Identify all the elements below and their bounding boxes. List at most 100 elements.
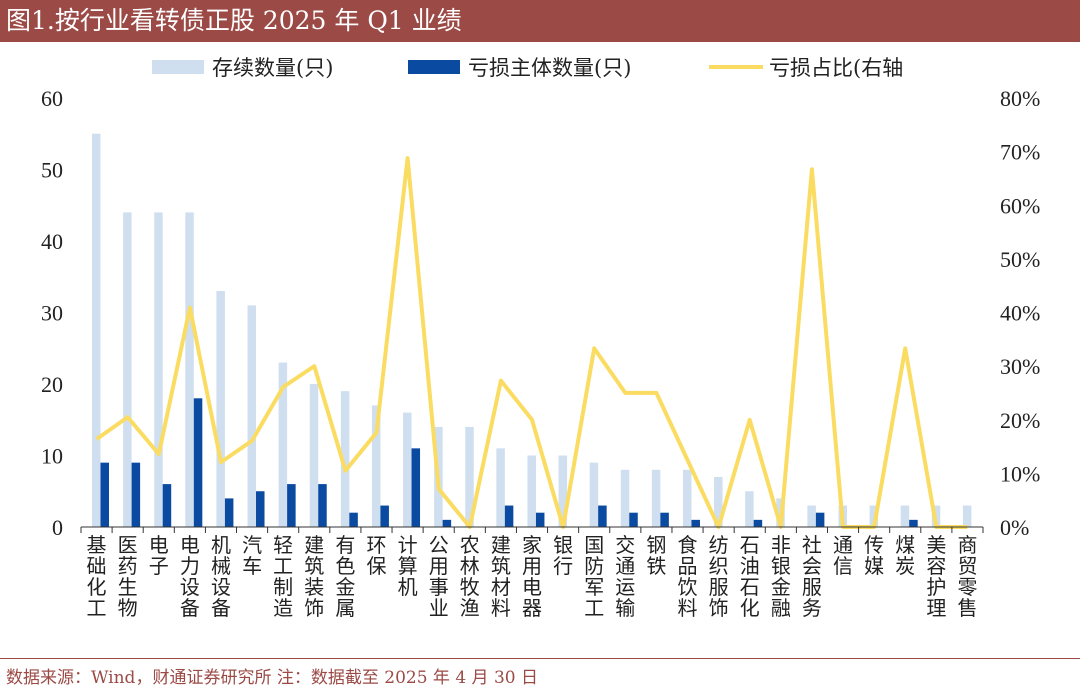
y-right-tick-label: 30% <box>1000 354 1040 379</box>
category-label: 通信 <box>833 533 853 578</box>
bar-loss <box>753 519 763 527</box>
category-label: 石油石化 <box>740 533 760 620</box>
category-label: 商贸零售 <box>957 533 977 620</box>
chart-area: 存续数量(只) 亏损主体数量(只) 亏损占比(右轴 0 10 20 30 40 50 60 0% 10… <box>41 56 1040 620</box>
chart-title: 图1.按行业看转债正股 2025 年 Q1 业绩 <box>6 6 462 35</box>
bar-loss <box>349 512 358 527</box>
footer-divider <box>0 658 1080 659</box>
bar-loss <box>535 512 545 527</box>
category-label: 公用事业 <box>429 533 449 620</box>
bar-total <box>371 405 381 527</box>
bar-loss <box>442 519 452 527</box>
bar-total <box>869 505 879 527</box>
line-loss-ratio <box>95 156 968 529</box>
legend-swatch-1 <box>152 60 204 74</box>
y-left-tick-label: 20 <box>41 372 63 397</box>
bar-loss <box>411 448 421 527</box>
bar-loss <box>318 484 327 527</box>
bar-loss <box>380 505 389 527</box>
bar-loss <box>660 512 669 527</box>
bar-total <box>92 133 101 527</box>
bar-total <box>340 391 350 527</box>
y-right-tick-label: 10% <box>1000 461 1040 486</box>
y-left-tick-label: 40 <box>41 229 63 254</box>
category-label: 非银金融 <box>771 533 791 620</box>
category-label: 社会服务 <box>802 533 822 620</box>
bar-total <box>403 412 412 527</box>
y-right-tick-label: 50% <box>1000 247 1040 272</box>
y-left-tick-label: 60 <box>41 86 63 111</box>
bar-total <box>278 362 288 527</box>
category-label: 医药生物 <box>118 533 138 620</box>
bar-total <box>309 384 319 527</box>
bar-total <box>962 505 972 527</box>
bar-total <box>465 426 474 527</box>
bar-loss <box>162 484 172 527</box>
bar-loss <box>598 505 607 527</box>
legend-label-1: 存续数量(只) <box>212 56 333 80</box>
y-left-tick-label: 10 <box>41 444 63 469</box>
bar-total <box>589 462 599 527</box>
bar-loss <box>815 512 825 527</box>
category-label: 有色金属 <box>335 533 355 620</box>
category-label: 交通运输 <box>615 533 635 620</box>
bar-total <box>620 469 630 527</box>
bar-total <box>807 505 816 527</box>
y-left-tick-label: 50 <box>41 158 63 183</box>
bar-total <box>714 476 723 527</box>
bar-total <box>527 455 536 527</box>
category-label: 电力设备 <box>180 533 200 620</box>
bar-total <box>185 212 194 527</box>
category-label: 传媒 <box>864 533 884 578</box>
bar-loss <box>256 491 265 527</box>
bar-total <box>745 491 754 527</box>
legend-label-2: 亏损主体数量(只) <box>468 56 631 80</box>
header-bar: 图1.按行业看转债正股 2025 年 Q1 业绩 <box>0 0 1080 42</box>
bar-total <box>154 212 163 527</box>
y-right-tick-label: 70% <box>1000 140 1040 165</box>
category-label: 电子 <box>149 533 169 578</box>
bar-loss <box>131 462 141 527</box>
category-label: 环保 <box>366 533 386 578</box>
y-left-tick-label: 0 <box>52 515 63 540</box>
bar-loss <box>691 519 700 527</box>
legend-label-3: 亏损占比(右轴 <box>769 56 903 80</box>
bar-total <box>900 505 910 527</box>
category-label: 汽车 <box>242 533 262 578</box>
bar-total <box>247 305 257 527</box>
category-label: 家用电器 <box>522 533 542 620</box>
category-label: 纺织服饰 <box>709 533 729 620</box>
legend-swatch-2 <box>408 60 460 74</box>
source-note: 数据来源：Wind，财通证券研究所 注：数据截至 2025 年 4 月 30 日 <box>6 668 538 688</box>
bar-total <box>651 469 661 527</box>
category-label: 建筑装饰 <box>304 533 324 620</box>
category-label: 建筑材料 <box>491 533 511 620</box>
bar-loss <box>224 498 234 527</box>
category-label: 机械设备 <box>211 533 231 620</box>
category-label: 银行 <box>553 533 573 578</box>
bar-total <box>558 455 568 527</box>
category-label: 美容护理 <box>926 533 946 620</box>
bar-loss <box>100 462 109 527</box>
category-label: 国防军工 <box>584 533 604 620</box>
y-right-tick-label: 60% <box>1000 193 1040 218</box>
bar-loss <box>504 505 514 527</box>
bar-total <box>496 448 505 527</box>
category-label: 食品饮料 <box>678 533 698 620</box>
bar-total <box>123 212 132 527</box>
y-right-tick-label: 80% <box>1000 86 1040 111</box>
category-label: 计算机 <box>398 533 418 599</box>
bar-loss <box>287 484 296 527</box>
category-label: 农林牧渔 <box>460 533 480 620</box>
bar-total <box>216 291 225 527</box>
bar-loss <box>629 512 638 527</box>
category-label: 钢铁 <box>646 533 666 578</box>
y-right-tick-label: 40% <box>1000 301 1040 326</box>
bar-loss <box>909 519 918 527</box>
category-label: 基础化工 <box>87 533 107 620</box>
y-right-tick-label: 20% <box>1000 408 1040 433</box>
bar-total <box>682 469 692 527</box>
y-right-tick-label: 0% <box>1000 515 1029 540</box>
category-label: 煤炭 <box>895 533 915 578</box>
category-label: 轻工制造 <box>273 533 293 620</box>
